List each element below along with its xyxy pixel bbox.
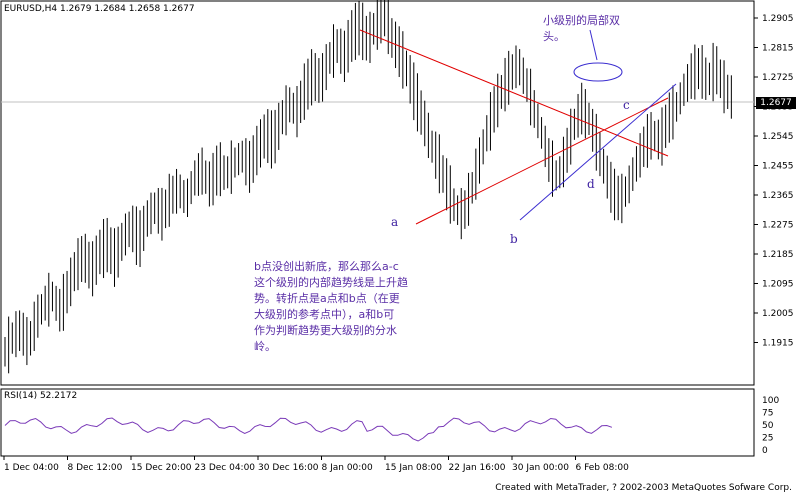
rsi-line bbox=[4, 417, 613, 442]
rsi-panel-frame bbox=[0, 388, 755, 457]
wave-label-b: b bbox=[510, 232, 518, 246]
current-price-tag: 1.2677 bbox=[756, 97, 796, 109]
price-axis: 1.29051.28151.27251.26351.25451.24551.23… bbox=[754, 14, 794, 349]
double-top-note: 小级别的局部双 头。 bbox=[543, 14, 620, 43]
time-tick-label: 8 Jan 00:00 bbox=[322, 463, 374, 473]
wave-label-a: a bbox=[391, 215, 399, 229]
double-top-ellipse bbox=[573, 62, 623, 82]
rsi-tick-label: 0 bbox=[762, 446, 768, 456]
price-tick-label: 1.2455 bbox=[762, 162, 794, 172]
price-tick-label: 1.2005 bbox=[762, 309, 794, 319]
lower-trendline-red bbox=[415, 97, 669, 225]
trendline-blue bbox=[519, 83, 677, 221]
time-tick-label: 15 Dec 20:00 bbox=[131, 463, 192, 473]
time-tick-label: 30 Dec 16:00 bbox=[258, 463, 319, 473]
time-tick-label: 23 Dec 04:00 bbox=[195, 463, 256, 473]
time-tick-label: 30 Jan 00:00 bbox=[512, 463, 569, 473]
price-tick-label: 1.2545 bbox=[762, 132, 794, 142]
analysis-note: b点没创出新底，那么那么a-c 这个级别的内部趋势线是上升趋 势。转折点是a点和… bbox=[254, 260, 408, 353]
price-tick-label: 1.2815 bbox=[762, 44, 794, 54]
rsi-tick-label: 25 bbox=[762, 434, 773, 444]
price-tick-label: 1.2185 bbox=[762, 250, 794, 260]
price-tick-label: 1.2275 bbox=[762, 221, 794, 231]
wave-label-d: d bbox=[587, 177, 595, 191]
price-tick-label: 1.2095 bbox=[762, 280, 794, 290]
time-tick-label: 6 Feb 08:00 bbox=[576, 463, 630, 473]
rsi-tick-label: 50 bbox=[762, 421, 774, 431]
wave-label-c: c bbox=[623, 98, 630, 112]
rsi-axis: 100 75 50 25 0 bbox=[762, 396, 779, 456]
rsi-tick-label: 75 bbox=[762, 409, 773, 419]
time-tick-label: 22 Jan 16:00 bbox=[449, 463, 506, 473]
price-tick-label: 1.1915 bbox=[762, 339, 794, 349]
time-tick-label: 1 Dec 04:00 bbox=[4, 463, 59, 473]
price-tick-label: 1.2725 bbox=[762, 73, 794, 83]
ohlc-values: 1.2679 1.2684 1.2658 1.2677 bbox=[60, 4, 195, 14]
time-axis: 1 Dec 04:00 8 Dec 12:00 15 Dec 20:00 23 Dec… bbox=[3, 456, 630, 473]
chart-header: EURUSD,H4 1.2679 1.2684 1.2658 1.2677 bbox=[4, 4, 195, 14]
footer-credit: Created with MetaTrader, ? 2002-2003 Met… bbox=[495, 483, 792, 493]
candle-series bbox=[4, 0, 732, 374]
annotation-arrow bbox=[589, 29, 598, 61]
upper-trendline bbox=[359, 29, 669, 157]
symbol-label: EURUSD,H4 bbox=[4, 4, 58, 14]
price-tick-label: 1.2905 bbox=[762, 14, 794, 24]
price-tick-label: 1.2365 bbox=[762, 191, 794, 201]
rsi-label: RSI(14) 52.2172 bbox=[4, 391, 78, 401]
time-tick-label: 8 Dec 12:00 bbox=[68, 463, 123, 473]
time-tick-label: 15 Jan 08:00 bbox=[385, 463, 442, 473]
rsi-tick-label: 100 bbox=[762, 396, 779, 406]
